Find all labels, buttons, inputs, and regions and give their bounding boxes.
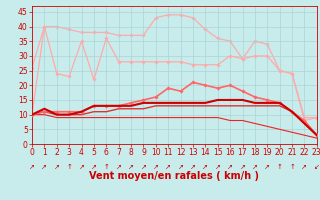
X-axis label: Vent moyen/en rafales ( km/h ): Vent moyen/en rafales ( km/h ) bbox=[89, 171, 260, 181]
